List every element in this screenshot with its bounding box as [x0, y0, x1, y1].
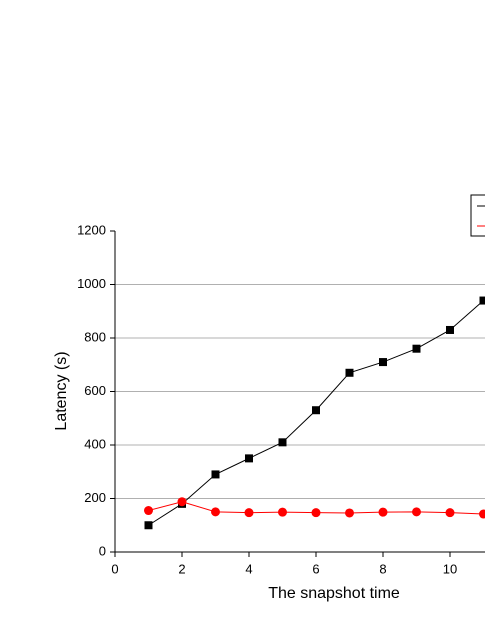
x-tick-label: 2	[178, 561, 185, 576]
y-tick-label: 1000	[77, 276, 106, 291]
y-tick-label: 800	[84, 329, 106, 344]
marker	[244, 508, 254, 518]
marker	[245, 454, 253, 463]
marker	[446, 325, 454, 334]
marker	[177, 497, 187, 507]
marker	[278, 507, 287, 517]
marker	[211, 507, 220, 517]
marker	[278, 438, 287, 447]
y-tick-label: 0	[99, 543, 106, 558]
marker	[412, 507, 421, 517]
marker	[412, 344, 421, 353]
x-tick-label: 10	[443, 561, 457, 576]
y-tick-label: 1200	[77, 222, 106, 237]
marker	[211, 470, 220, 479]
y-tick-label: 200	[84, 490, 106, 505]
marker	[479, 296, 485, 305]
marker	[312, 406, 320, 415]
x-tick-label: 8	[379, 561, 386, 576]
x-tick-label: 0	[111, 561, 118, 576]
marker	[345, 368, 354, 377]
y-tick-label: 600	[84, 383, 106, 398]
y-tick-label: 400	[84, 436, 106, 451]
marker	[144, 506, 153, 516]
x-axis-title: The snapshot time	[268, 585, 400, 602]
marker	[378, 507, 388, 517]
x-tick-label: 4	[245, 561, 252, 576]
marker	[445, 508, 455, 518]
marker	[345, 508, 354, 518]
x-tick-label: 6	[312, 561, 319, 576]
marker	[311, 508, 321, 518]
marker	[379, 358, 387, 367]
y-axis-title: Latency (s)	[53, 351, 70, 430]
marker	[479, 509, 485, 519]
legend-box	[470, 194, 485, 237]
marker	[144, 521, 153, 530]
